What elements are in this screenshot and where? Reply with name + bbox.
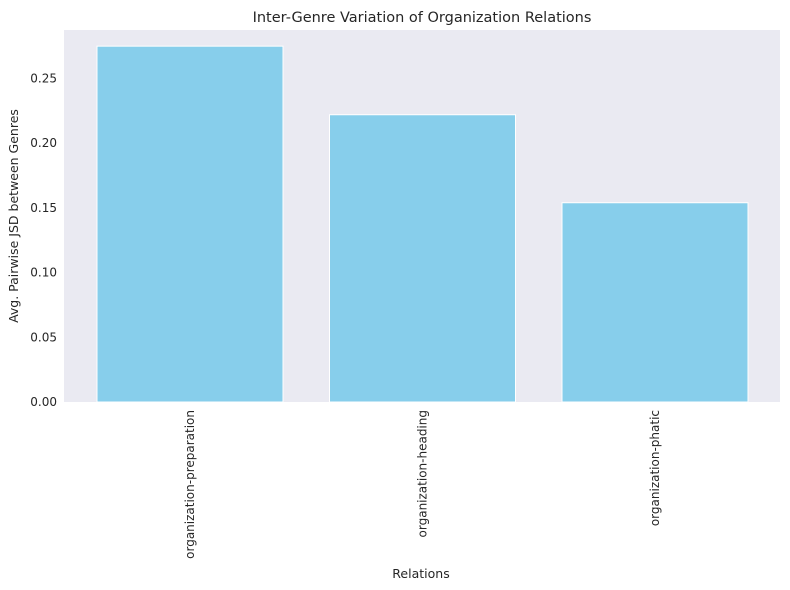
- y-axis-label: Avg. Pairwise JSD between Genres: [6, 109, 21, 323]
- y-tick-label: 0.20: [30, 136, 57, 150]
- x-tick-label-organization-preparation: organization-preparation: [183, 410, 197, 559]
- bar-organization-preparation: [96, 45, 284, 403]
- y-axis-ticks: 0.00 0.05 0.10 0.15 0.20 0.25: [30, 72, 57, 409]
- bars-group: [96, 45, 749, 403]
- y-tick-label: 0.00: [30, 395, 57, 409]
- y-tick-label: 0.15: [30, 201, 57, 215]
- x-tick-label-organization-heading: organization-heading: [416, 410, 430, 537]
- x-axis-ticks: organization-preparation organization-hea…: [183, 410, 662, 559]
- x-tick-label-organization-phatic: organization-phatic: [648, 410, 662, 526]
- x-axis-label: Relations: [392, 566, 449, 581]
- y-tick-label: 0.05: [30, 330, 57, 344]
- bar-organization-phatic: [561, 202, 749, 403]
- y-tick-label: 0.10: [30, 266, 57, 280]
- chart-title: Inter-Genre Variation of Organization Re…: [253, 10, 592, 26]
- bar-organization-heading: [329, 114, 516, 403]
- y-tick-label: 0.25: [30, 72, 57, 86]
